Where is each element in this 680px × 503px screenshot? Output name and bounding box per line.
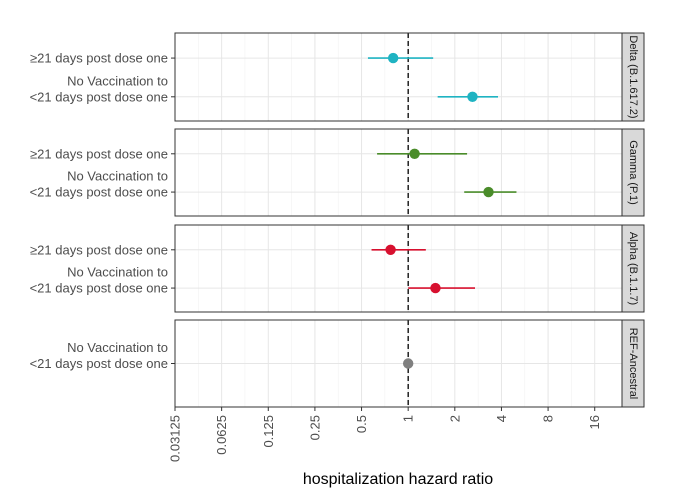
y-tick-label: <21 days post dose one (30, 89, 168, 104)
x-tick-label: 1 (401, 415, 416, 422)
strip-label: REF-Ancestral (627, 328, 639, 400)
y-tick-label: <21 days post dose one (30, 356, 168, 371)
x-tick-label: 16 (587, 415, 602, 429)
x-tick-label: 4 (494, 415, 509, 422)
panel: ≥21 days post dose one No Vaccination to<… (30, 128, 645, 217)
strip-label: Alpha (B.1.1.7) (627, 232, 639, 305)
x-tick-label: 0.0625 (214, 415, 229, 455)
strip-background (621, 319, 645, 408)
x-tick-label: 0.5 (354, 415, 369, 433)
strip-label: Gamma (P.1) (627, 140, 639, 205)
panel-background (175, 33, 622, 121)
x-axis: 0.03125 0.0625 0.125 0.25 0.5 1 2 4 8 16 (168, 407, 602, 462)
point-estimate (385, 244, 396, 255)
point-estimate (483, 186, 494, 198)
x-tick-label: 0.03125 (168, 415, 183, 462)
point-estimate (409, 148, 420, 159)
x-tick-label: 0.125 (261, 415, 276, 448)
panel-background (175, 225, 622, 312)
x-axis-title: hospitalization hazard ratio (303, 471, 493, 488)
panel: ≥21 days post dose one No Vaccination to<… (30, 224, 645, 313)
y-tick-label: <21 days post dose one (30, 185, 168, 200)
y-tick-label: ≥21 days post dose one (30, 242, 168, 257)
x-tick-label: 2 (447, 415, 462, 422)
y-tick-label: No Vaccination to (67, 169, 168, 184)
point-estimate (402, 358, 414, 369)
point-estimate (430, 282, 441, 294)
y-tick-label: No Vaccination to (67, 73, 168, 88)
strip-label: Delta (B.1.617.2) (627, 35, 639, 118)
y-tick-label: ≥21 days post dose one (30, 146, 168, 161)
panel-background (175, 129, 622, 216)
point-estimate (467, 91, 478, 103)
strip-background (621, 32, 645, 122)
strip-background (621, 128, 645, 217)
panel: No Vaccination to<21 days post dose one R… (30, 319, 645, 408)
point-estimate (387, 52, 399, 64)
y-tick-label: No Vaccination to (67, 265, 168, 280)
strip-background (621, 224, 645, 313)
panel: ≥21 days post dose one No Vaccination to<… (30, 32, 645, 122)
y-tick-label: ≥21 days post dose one (30, 51, 168, 66)
x-tick-label: 8 (541, 415, 556, 422)
y-tick-label: No Vaccination to (67, 340, 168, 355)
x-tick-label: 0.25 (307, 415, 322, 440)
y-tick-label: <21 days post dose one (30, 281, 168, 296)
